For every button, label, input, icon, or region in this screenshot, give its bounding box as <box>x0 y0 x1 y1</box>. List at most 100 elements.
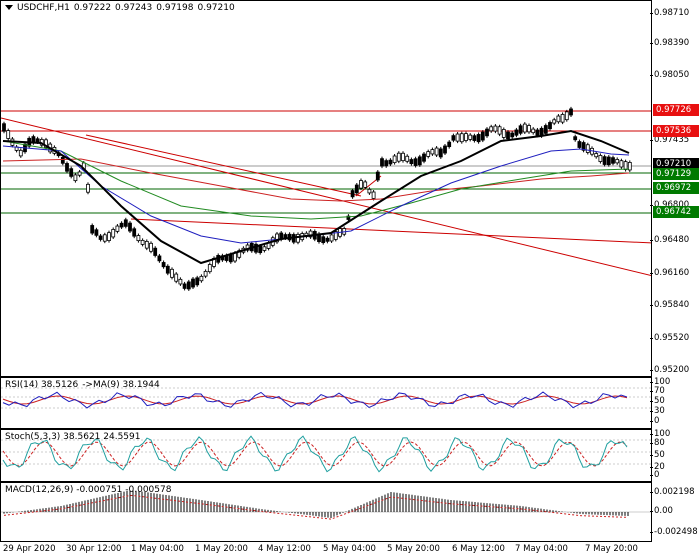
candle-body <box>506 131 510 140</box>
rsi-canvas <box>1 387 651 409</box>
collapse-triangle-icon[interactable] <box>5 5 13 10</box>
ohlc-low: 0.97198 <box>156 3 194 13</box>
price-tick: 0.98710 <box>649 8 690 18</box>
time-label: 6 May 12:00 <box>452 544 505 554</box>
rsi-tick: 50 <box>650 396 665 406</box>
candle-body <box>18 149 23 157</box>
price-tick: 0.96800 <box>649 200 690 210</box>
stoch-axis: 100 80 50 20 0 <box>649 429 700 482</box>
stoch-pane[interactable]: Stoch(5,3,3) 38.5621 24.5591 <box>0 429 652 482</box>
candle-body <box>140 239 145 245</box>
price-tick: 0.98390 <box>649 38 690 48</box>
price-label-resistance-2: 0.97536 <box>653 125 699 137</box>
candle-body <box>522 123 527 133</box>
stoch-title: Stoch(5,3,3) 38.5621 24.5591 <box>5 432 141 442</box>
candle-body <box>157 255 162 262</box>
candle-body <box>619 160 624 168</box>
candle-body <box>396 152 401 162</box>
time-label: 7 May 04:00 <box>515 544 568 554</box>
time-label: 30 Apr 12:00 <box>66 544 122 554</box>
macd-title: MACD(12,26,9) -0.000751 -0.000578 <box>5 485 172 495</box>
candle-body <box>262 246 267 251</box>
candle-body <box>258 245 263 254</box>
macd-tick: -0.002498 <box>650 527 698 537</box>
candle-body <box>35 138 40 143</box>
time-label: 4 May 12:00 <box>258 544 311 554</box>
candle-body <box>573 136 578 141</box>
candle-body <box>375 171 380 181</box>
price-axis[interactable]: 0.98710 0.98390 0.98050 0.97435 0.96800 … <box>649 0 700 377</box>
time-label: 1 May 04:00 <box>131 544 184 554</box>
moving-average-red <box>2 158 630 202</box>
candle-body <box>2 123 6 132</box>
candle-body <box>90 225 95 234</box>
candle-body <box>186 281 191 290</box>
time-axis[interactable]: 29 Apr 2020 30 Apr 12:00 1 May 04:00 1 M… <box>0 542 652 560</box>
macd-signal-line <box>3 494 629 520</box>
candle-body <box>480 131 485 141</box>
candle-body <box>102 234 107 242</box>
candle-body <box>468 134 473 140</box>
candle-body <box>514 129 519 136</box>
time-label: 5 May 04:00 <box>323 544 376 554</box>
stoch-tick: 0 <box>649 470 660 480</box>
macd-tick: 0.00 <box>650 506 673 516</box>
candle-body <box>308 230 313 238</box>
rsi-ma-value: ->MA(9) 38.1944 <box>82 380 160 390</box>
candle-body <box>417 156 422 166</box>
candle-body <box>207 264 212 273</box>
candle-body <box>325 237 330 242</box>
candle-body <box>598 155 603 162</box>
candle-body <box>144 240 149 249</box>
candle-body <box>380 158 384 167</box>
stoch-tick: 50 <box>650 450 665 460</box>
moving-average-green <box>2 140 630 220</box>
candle-body <box>115 225 120 232</box>
candle-body <box>577 141 582 148</box>
price-tick: 0.95200 <box>649 365 690 375</box>
price-label-support-1: 0.97129 <box>653 168 699 180</box>
stoch-tick: 20 <box>650 462 665 472</box>
candle-body <box>132 228 137 237</box>
time-label: 7 May 20:00 <box>585 544 638 554</box>
candle-body <box>119 222 124 228</box>
candle-body <box>464 133 468 141</box>
candle-body <box>594 153 599 158</box>
price-label-resistance-1: 0.97726 <box>653 104 699 116</box>
rsi-pane[interactable]: RSI(14) 38.5126 ->MA(9) 38.1944 <box>0 377 652 429</box>
ohlc-close: 0.97210 <box>197 3 235 13</box>
stoch-tick: 100 <box>649 429 671 439</box>
candle-body <box>438 148 443 158</box>
candle-body <box>535 129 540 136</box>
rsi-tick: 70 <box>650 386 665 396</box>
candle-body <box>489 126 494 132</box>
price-chart-pane[interactable]: USDCHF,H1 0.97222 0.97243 0.97198 0.97210 <box>0 0 652 377</box>
candle-body <box>94 229 99 236</box>
candle-body <box>560 114 565 123</box>
stoch-signal-line <box>2 441 628 467</box>
candle-body <box>174 273 179 282</box>
candle-body <box>409 159 414 165</box>
candle-body <box>451 135 456 141</box>
macd-axis: 0.002198 0.00 -0.002498 <box>650 482 700 542</box>
rsi-title: RSI(14) 38.5126 ->MA(9) 38.1944 <box>5 380 164 390</box>
price-chart-canvas[interactable] <box>1 1 652 377</box>
candle-body <box>627 162 632 171</box>
candle-body <box>615 159 620 164</box>
candle-body <box>556 115 561 123</box>
candle-body <box>6 130 11 139</box>
candle-body <box>350 190 355 198</box>
price-tick: 0.95840 <box>649 300 690 310</box>
candle-body <box>548 122 552 130</box>
candle-body <box>388 159 393 165</box>
candle-body <box>510 132 515 138</box>
candle-body <box>367 188 372 194</box>
candle-body <box>153 247 158 256</box>
price-tick: 0.97435 <box>649 135 690 145</box>
macd-pane[interactable]: MACD(12,26,9) -0.000751 -0.000578 <box>0 482 652 542</box>
stoch-tick: 80 <box>650 438 665 448</box>
time-label: 1 May 20:00 <box>195 544 248 554</box>
rsi-tick: 100 <box>649 377 671 387</box>
candle-body <box>459 133 464 143</box>
candle-body <box>602 156 607 165</box>
